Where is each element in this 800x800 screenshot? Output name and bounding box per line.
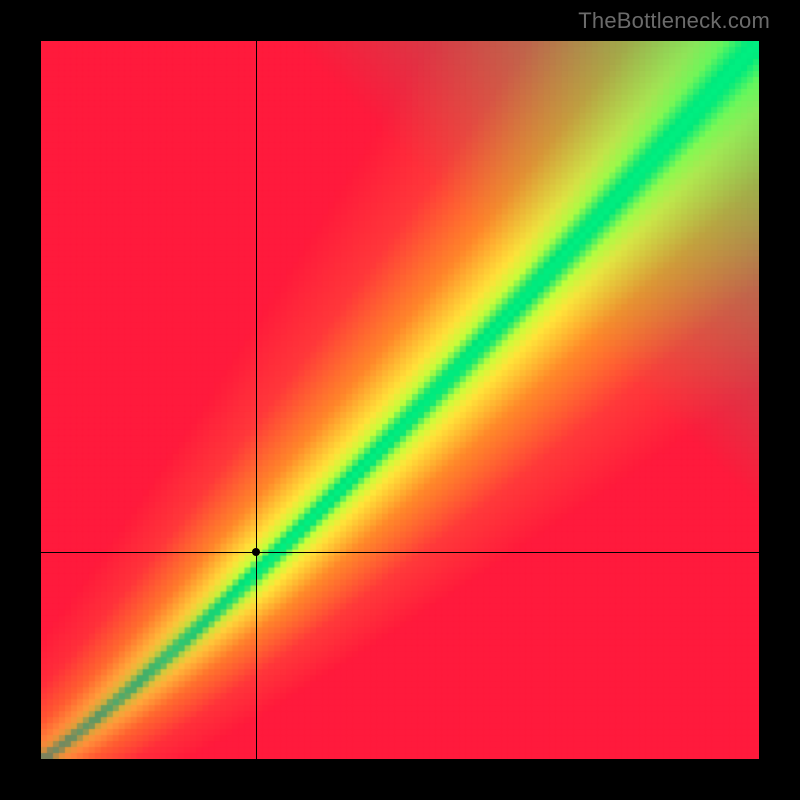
crosshair-vertical: [256, 41, 257, 759]
heatmap-canvas: [41, 41, 759, 759]
heatmap-plot-area: [41, 41, 759, 759]
watermark-text: TheBottleneck.com: [578, 8, 770, 34]
crosshair-marker-dot: [252, 548, 260, 556]
chart-frame: TheBottleneck.com: [0, 0, 800, 800]
crosshair-horizontal: [41, 552, 759, 553]
